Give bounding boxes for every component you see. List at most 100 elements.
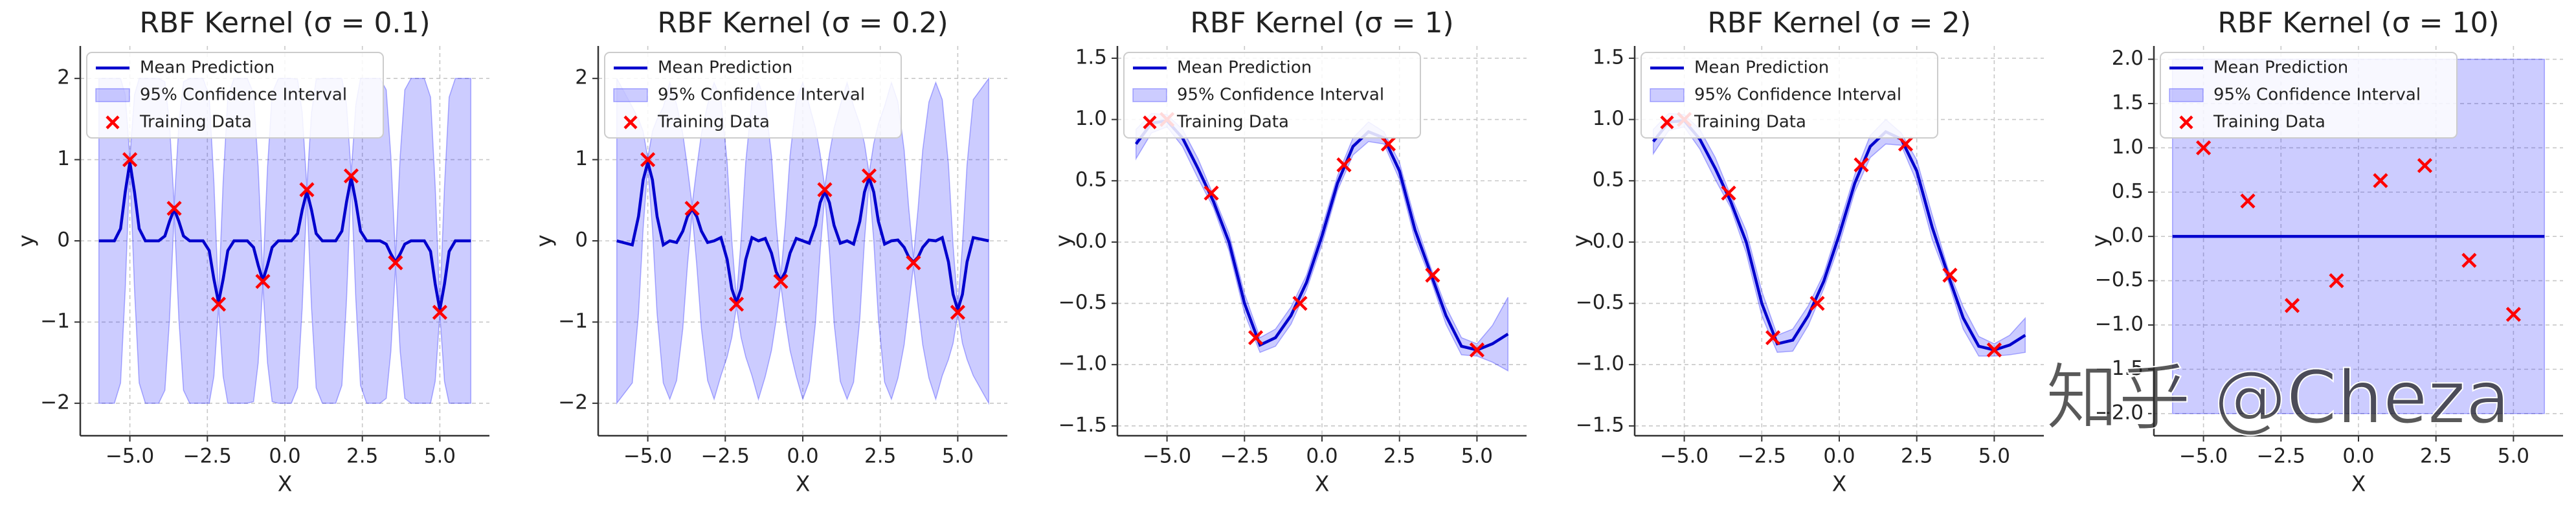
legend-box — [2160, 52, 2458, 139]
y-tick-label: −1 — [558, 309, 588, 333]
x-tick-label: 0.0 — [269, 445, 300, 468]
subplot: RBF Kernel (σ = 0.1) −5.0 −2.5 0.0 2.5 5.0 −2 −… — [14, 6, 489, 497]
y-tick-label: 1.0 — [1075, 107, 1107, 130]
legend-box — [1641, 52, 1938, 139]
training-point — [343, 168, 359, 184]
y-tick-label: −2.0 — [2095, 401, 2144, 424]
training-point — [1986, 342, 2002, 358]
training-point — [2461, 252, 2477, 268]
subplot: RBF Kernel (σ = 10) −5.0 −2.5 0.0 2.5 5.0 −2.0… — [2087, 6, 2563, 497]
x-tick-label: 2.5 — [2420, 445, 2452, 468]
legend-swatch — [1650, 88, 1685, 102]
training-point — [640, 152, 656, 168]
x-tick-label: 2.5 — [1901, 445, 1932, 468]
training-point — [2505, 306, 2521, 322]
legend-swatch — [623, 115, 638, 129]
chart-title: RBF Kernel (σ = 0.1) — [139, 6, 430, 39]
legend-swatch — [2179, 115, 2193, 129]
y-tick-label: 0.0 — [1075, 229, 1107, 252]
legend-label: Training Data — [2213, 113, 2325, 132]
legend-label: Mean Prediction — [658, 58, 792, 78]
training-point — [122, 152, 138, 168]
watermark: 知乎 @Cheza — [2046, 356, 2510, 440]
mean-line — [1652, 119, 2026, 352]
training-point — [1425, 267, 1440, 283]
y-tick-label: 0.0 — [2112, 224, 2144, 247]
training-point — [2196, 140, 2212, 155]
y-tick-label: −0.5 — [2095, 268, 2144, 291]
legend: Mean Prediction 95% Confidence Interval Tr… — [86, 52, 384, 139]
training-point — [1380, 136, 1396, 152]
plot-area — [1134, 111, 1509, 372]
training-point — [1469, 342, 1484, 358]
y-tick-label: 2.0 — [2112, 47, 2144, 70]
x-tick-label: −2.5 — [701, 445, 750, 468]
x-tick-label: 5.0 — [424, 445, 456, 468]
x-axis-label: X — [1315, 471, 1330, 497]
x-tick-label: −5.0 — [623, 445, 672, 468]
legend-swatch — [1132, 88, 1167, 102]
y-tick-label: −1.5 — [2095, 357, 2144, 380]
x-axis-label: X — [796, 471, 811, 497]
x-tick-label: 2.5 — [864, 445, 896, 468]
x-tick-label: −5.0 — [1660, 445, 1708, 468]
training-point — [773, 274, 789, 289]
y-tick-label: 0 — [575, 229, 588, 252]
chart-title: RBF Kernel (σ = 2) — [1707, 6, 1971, 39]
legend-box — [86, 52, 384, 139]
legend-label: Mean Prediction — [140, 58, 274, 78]
legend-label: 95% Confidence Interval — [2213, 85, 2421, 105]
training-point — [1721, 185, 1736, 201]
y-tick-label: 0.5 — [1075, 168, 1107, 192]
legend-swatch — [1660, 115, 1674, 129]
x-tick-label: 5.0 — [1978, 445, 2010, 468]
training-point — [255, 274, 271, 289]
training-point — [1854, 157, 1869, 173]
y-axis-label: y — [2087, 234, 2112, 247]
training-point — [2284, 298, 2300, 313]
x-tick-label: −2.5 — [2257, 445, 2305, 468]
confidence-band — [1135, 113, 1509, 372]
training-point — [1898, 136, 1914, 152]
y-axis-label: y — [1051, 234, 1076, 247]
training-point — [2329, 273, 2344, 289]
training-point — [817, 182, 833, 197]
training-point — [388, 255, 403, 271]
y-tick-label: −1.0 — [1576, 352, 1624, 376]
x-tick-label: 2.5 — [346, 445, 378, 468]
y-tick-label: −1.0 — [2095, 312, 2144, 335]
x-axis-label: X — [2351, 471, 2366, 497]
y-tick-label: 0.5 — [1593, 168, 1624, 192]
x-tick-label: 0.0 — [1306, 445, 1338, 468]
legend-label: Training Data — [139, 113, 252, 132]
y-tick-label: −1.0 — [1058, 352, 1107, 376]
x-tick-label: −5.0 — [2179, 445, 2228, 468]
chart-title: RBF Kernel (σ = 10) — [2217, 6, 2499, 39]
legend-swatch — [2169, 88, 2204, 102]
legend-swatch — [1143, 115, 1157, 129]
legend-label: Training Data — [657, 113, 770, 132]
training-point — [1942, 267, 1958, 283]
x-tick-label: −2.5 — [183, 445, 232, 468]
legend-box — [604, 52, 902, 139]
chart-title: RBF Kernel (σ = 1) — [1190, 6, 1453, 39]
x-tick-label: 0.0 — [2342, 445, 2374, 468]
training-point — [1292, 295, 1308, 311]
training-point — [1248, 330, 1264, 346]
legend-label: 95% Confidence Interval — [658, 85, 865, 105]
legend-swatch — [95, 88, 130, 102]
subplot: RBF Kernel (σ = 1) −5.0 −2.5 0.0 2.5 5.0 −1.5 −… — [1051, 6, 1527, 497]
y-axis-label: y — [532, 234, 557, 247]
training-point — [861, 168, 877, 184]
y-axis-label: y — [14, 234, 39, 247]
legend-box — [1123, 52, 1421, 139]
legend-label: 95% Confidence Interval — [1694, 85, 1901, 105]
legend-label: Training Data — [1176, 113, 1289, 132]
y-tick-label: 1.0 — [1593, 107, 1624, 130]
y-tick-label: 0 — [57, 229, 70, 252]
legend: Mean Prediction 95% Confidence Interval Tr… — [604, 52, 902, 139]
x-tick-label: 5.0 — [1461, 445, 1493, 468]
y-tick-label: −1.5 — [1058, 413, 1107, 436]
y-tick-label: −1.5 — [1576, 413, 1624, 436]
training-point — [950, 304, 965, 320]
